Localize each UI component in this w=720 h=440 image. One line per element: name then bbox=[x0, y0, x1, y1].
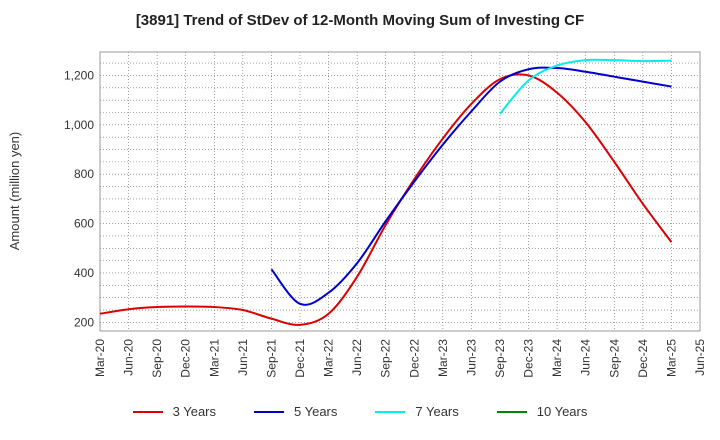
series-lines bbox=[99, 58, 673, 326]
y-axis: 200 400 600 800 1,000 1,200 bbox=[64, 68, 94, 329]
plot-frame bbox=[99, 51, 701, 332]
series-line-3-years bbox=[99, 73, 673, 326]
x-tick-label: Dec-20 bbox=[179, 339, 193, 378]
legend-label-5-years: 5 Years bbox=[294, 404, 338, 419]
x-tick-label: Dec-24 bbox=[636, 339, 650, 378]
x-tick-label: Sep-21 bbox=[264, 339, 278, 378]
x-tick-label: Mar-21 bbox=[207, 339, 221, 377]
x-tick-label: Jun-22 bbox=[350, 339, 364, 376]
legend-label-7-years: 7 Years bbox=[415, 404, 459, 419]
legend-swatch-7-years bbox=[375, 410, 406, 413]
legend-swatch-5-years bbox=[254, 410, 284, 413]
x-tick-label: Sep-20 bbox=[150, 339, 164, 378]
legend-item-3-years: 3 Years bbox=[132, 404, 216, 419]
legend-label-10-years: 10 Years bbox=[536, 404, 588, 419]
y-tick-label: 200 bbox=[74, 315, 94, 329]
x-tick-label: Sep-22 bbox=[379, 339, 393, 378]
y-tick-label: 600 bbox=[74, 217, 94, 231]
x-tick-label: Jun-23 bbox=[464, 339, 478, 376]
legend-item-10-years: 10 Years bbox=[496, 404, 588, 419]
series-line-7-years bbox=[499, 58, 672, 115]
y-tick-label: 800 bbox=[74, 167, 94, 181]
legend-swatch-10-years bbox=[496, 410, 527, 413]
x-tick-label: Jun-25 bbox=[693, 339, 707, 376]
legend-item-7-years: 7 Years bbox=[375, 404, 459, 419]
legend: 3 Years 5 Years 7 Years 10 Years bbox=[0, 404, 720, 419]
x-tick-label: Mar-20 bbox=[93, 339, 107, 377]
x-tick-label: Mar-24 bbox=[550, 339, 564, 377]
legend-item-5-years: 5 Years bbox=[254, 404, 337, 419]
plot-area bbox=[100, 52, 700, 331]
x-tick-label: Sep-23 bbox=[493, 339, 507, 378]
y-axis-label: Amount (million yen) bbox=[7, 132, 22, 251]
x-tick-label: Jun-21 bbox=[236, 339, 250, 376]
y-tick-label: 1,000 bbox=[64, 118, 94, 132]
x-tick-label: Mar-22 bbox=[322, 339, 336, 377]
x-tick-label: Dec-23 bbox=[522, 339, 536, 378]
chart-title: [3891] Trend of StDev of 12-Month Moving… bbox=[135, 12, 585, 29]
series-line-5-years bbox=[270, 66, 672, 306]
grid-lines bbox=[99, 52, 701, 331]
x-tick-label: Jun-20 bbox=[122, 339, 136, 376]
legend-swatch-3-years bbox=[132, 410, 163, 413]
x-tick-label: Dec-21 bbox=[293, 339, 307, 378]
x-tick-label: Mar-23 bbox=[436, 339, 450, 377]
x-tick-label: Jun-24 bbox=[579, 339, 593, 376]
x-tick-label: Mar-25 bbox=[664, 339, 678, 377]
legend-label-3-years: 3 Years bbox=[172, 404, 216, 419]
y-tick-label: 1,200 bbox=[64, 68, 94, 82]
x-axis: Mar-20 Jun-20 Sep-20 Dec-20 Mar-21 Jun-21 Sep-… bbox=[93, 339, 707, 378]
x-tick-label: Dec-22 bbox=[407, 339, 421, 378]
x-tick-label: Sep-24 bbox=[607, 339, 621, 378]
y-tick-label: 400 bbox=[74, 266, 94, 280]
